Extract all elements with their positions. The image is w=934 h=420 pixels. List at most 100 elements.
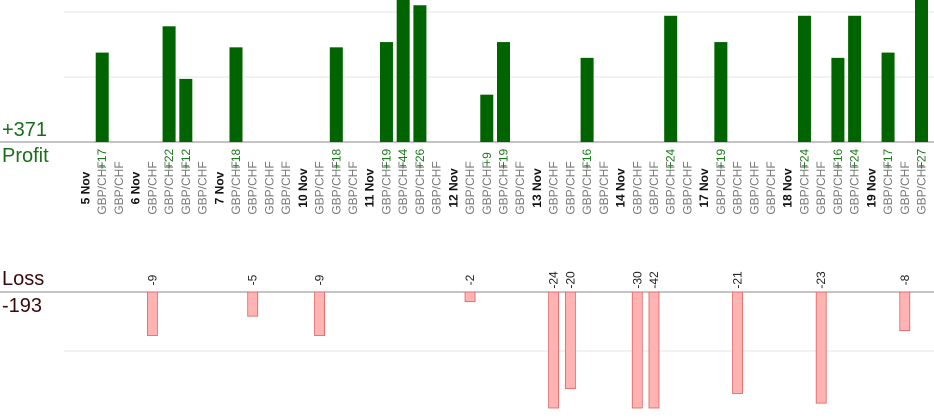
pair-label: GBP/CHF — [396, 161, 410, 214]
loss-value-label: -42 — [647, 271, 661, 289]
date-label: 11 Nov — [363, 168, 377, 207]
profit-bar — [229, 47, 243, 143]
date-label: 5 Nov — [79, 171, 93, 204]
date-label: 13 Nov — [530, 168, 544, 208]
date-label: 12 Nov — [446, 168, 460, 208]
pair-label: GBP/CHF — [463, 161, 477, 214]
pair-label: GBP/CHF — [680, 161, 694, 214]
profit-value-label: +44 — [396, 148, 410, 169]
profit-value-label: +19 — [497, 148, 511, 169]
profit-bar — [881, 52, 895, 143]
pair-label: GBP/CHF — [480, 161, 494, 214]
pair-label: GBP/CHF — [279, 161, 293, 214]
pair-label: GBP/CHF — [379, 161, 393, 214]
pair-label: GBP/CHF — [814, 161, 828, 214]
pair-label: GBP/CHF — [329, 161, 343, 214]
pair-label: GBP/CHF — [262, 161, 276, 214]
pair-label: GBP/CHF — [497, 161, 511, 214]
pair-label: GBP/CHF — [848, 161, 862, 214]
pair-label: GBP/CHF — [430, 161, 444, 214]
pair-label: GBP/CHF — [179, 161, 193, 214]
profit-value-label: +16 — [831, 148, 845, 169]
loss-value-label: -24 — [547, 271, 561, 289]
profit-bar — [797, 15, 811, 142]
loss-value-label: -9 — [145, 274, 159, 285]
loss-value-label: -2 — [463, 274, 477, 285]
profit-value-label: +18 — [329, 148, 343, 169]
profit-bar — [480, 94, 494, 142]
profit-bar — [329, 47, 343, 143]
profit-bar — [580, 57, 594, 142]
pair-label: GBP/CHF — [764, 161, 778, 214]
profit-value-label: +19 — [379, 148, 393, 169]
loss-value-label: -8 — [898, 274, 912, 285]
pair-label: GBP/CHF — [664, 161, 678, 214]
profit-value-label: +17 — [881, 148, 895, 169]
pair-label: GBP/CHF — [513, 161, 527, 214]
profit-value-label: +27 — [915, 148, 929, 169]
pair-label: GBP/CHF — [246, 161, 260, 214]
profit-value-label: +24 — [797, 148, 811, 169]
loss-value-label: -30 — [630, 271, 644, 289]
profit-label: Profit — [2, 145, 49, 167]
loss-bar — [648, 291, 660, 409]
profit-value-label: +22 — [162, 148, 176, 169]
pair-label: GBP/CHF — [95, 161, 109, 214]
pair-label: GBP/CHF — [597, 161, 611, 214]
pair-label: GBP/CHF — [547, 161, 561, 214]
pair-label: GBP/CHF — [898, 161, 912, 214]
loss-total: -193 — [2, 295, 43, 317]
pair-label: GBP/CHF — [881, 161, 895, 214]
profit-bar — [396, 0, 410, 142]
pair-label: GBP/CHF — [112, 161, 126, 214]
profit-bar — [179, 78, 193, 142]
profit-value-label: +26 — [413, 148, 427, 169]
pair-label: GBP/CHF — [313, 161, 327, 214]
loss-value-label: -9 — [313, 274, 327, 285]
pair-label: GBP/CHF — [915, 161, 929, 214]
profit-bar — [95, 52, 109, 143]
pair-label: GBP/CHF — [413, 161, 427, 214]
pair-label: GBP/CHF — [630, 161, 644, 214]
loss-bar — [732, 291, 743, 394]
loss-label: Loss — [2, 268, 45, 290]
date-label: 17 Nov — [697, 168, 711, 208]
profit-value-label: +24 — [848, 148, 862, 169]
loss-bar — [247, 291, 259, 317]
profit-bar — [848, 15, 862, 142]
loss-bar — [564, 291, 576, 390]
profit-bar — [413, 5, 427, 142]
profit-value-label: +12 — [179, 148, 193, 169]
date-label: 7 Nov — [212, 171, 226, 204]
loss-bar — [899, 291, 911, 332]
pair-label: GBP/CHF — [797, 161, 811, 214]
pair-label: GBP/CHF — [145, 161, 159, 214]
profit-value-label: +16 — [580, 148, 594, 169]
pair-label: GBP/CHF — [580, 161, 594, 214]
date-label: 14 Nov — [614, 168, 628, 208]
loss-bar — [314, 291, 325, 336]
loss-value-label: -23 — [814, 271, 828, 289]
profit-value-label: +24 — [664, 148, 678, 169]
pair-label: GBP/CHF — [714, 161, 728, 214]
profit-bar — [915, 0, 928, 142]
profit-value-label: +9 — [480, 152, 494, 166]
profit-value-label: +17 — [95, 148, 109, 169]
loss-value-label: -21 — [731, 271, 745, 289]
pair-label: GBP/CHF — [196, 161, 210, 214]
loss-bar — [548, 291, 560, 409]
profit-value-label: +18 — [229, 148, 243, 169]
loss-bar — [631, 291, 643, 409]
profit-value-label: +19 — [714, 148, 728, 169]
loss-bar — [464, 291, 476, 303]
profit-bar — [664, 15, 678, 142]
date-label: 19 Nov — [864, 168, 878, 208]
loss-bar — [146, 291, 158, 336]
date-label: 10 Nov — [296, 168, 310, 208]
pair-label: GBP/CHF — [747, 161, 761, 214]
pair-label: GBP/CHF — [831, 161, 845, 214]
pair-label: GBP/CHF — [162, 161, 176, 214]
profit-bar — [714, 42, 728, 142]
loss-bar — [815, 291, 827, 404]
